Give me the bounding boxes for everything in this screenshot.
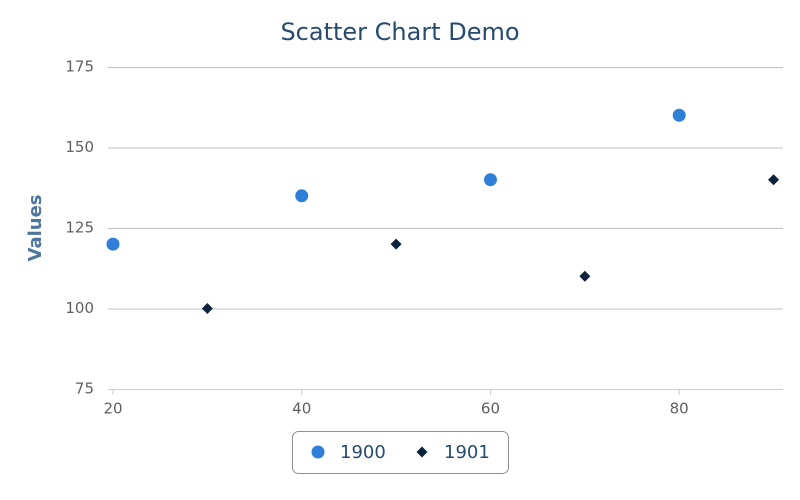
y-tick-label: 125 [65, 219, 94, 237]
y-tick-label: 150 [65, 138, 94, 156]
point [295, 189, 309, 203]
y-tick-label: 75 [75, 380, 94, 398]
point [579, 270, 591, 282]
point [201, 303, 213, 314]
chart-title: Scatter Chart Demo [280, 18, 519, 46]
y-tick-label: 100 [65, 299, 94, 317]
y-axis-label: Values [25, 195, 46, 262]
y-tick-label: 175 [65, 58, 94, 76]
point [390, 238, 402, 250]
legend-label: 1900 [340, 442, 386, 463]
point [672, 108, 686, 122]
legend-marker [311, 445, 325, 459]
point [106, 237, 120, 251]
point [768, 174, 780, 186]
x-tick-label: 20 [103, 400, 122, 418]
point [483, 173, 497, 187]
x-tick-label: 60 [481, 400, 500, 418]
x-tick-label: 40 [292, 400, 311, 418]
legend-label: 1901 [444, 442, 490, 463]
legend-box [292, 431, 509, 474]
x-tick-label: 80 [670, 400, 689, 418]
legend-marker [416, 446, 428, 458]
